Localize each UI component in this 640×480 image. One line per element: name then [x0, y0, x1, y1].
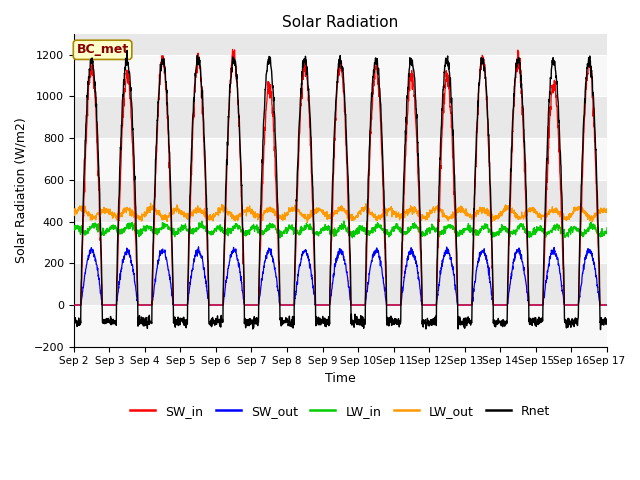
Bar	[74, 138, 607, 180]
Legend: SW_in, SW_out, LW_in, LW_out, Rnet: SW_in, SW_out, LW_in, LW_out, Rnet	[125, 400, 556, 423]
X-axis label: Time: Time	[325, 372, 356, 385]
Bar	[74, 305, 607, 347]
Y-axis label: Solar Radiation (W/m2): Solar Radiation (W/m2)	[15, 118, 28, 263]
Text: BC_met: BC_met	[76, 43, 129, 56]
Bar	[74, 55, 607, 96]
Title: Solar Radiation: Solar Radiation	[282, 15, 399, 30]
Bar	[74, 222, 607, 264]
